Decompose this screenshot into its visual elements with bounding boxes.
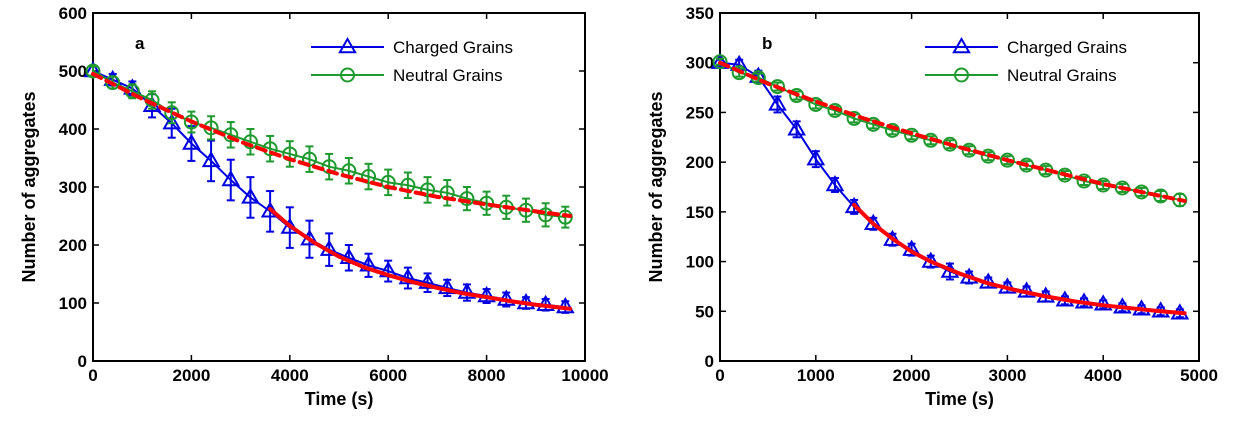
y-tick-label: 300 <box>686 54 714 73</box>
x-tick-label: 2000 <box>893 366 931 385</box>
legend-label: Neutral Grains <box>393 66 503 85</box>
data-point-triangle <box>806 149 826 166</box>
data-point-circle <box>731 65 747 81</box>
data-point-triangle <box>162 113 182 130</box>
legend-marker-circle <box>954 67 969 83</box>
y-tick-label: 200 <box>686 153 714 172</box>
chart-panel-a: 0 2000 4000 6000 8000 10000 0 100 200 300 400 500 60… <box>19 4 609 409</box>
legend: Charged Grains Neutral Grains <box>925 36 1127 85</box>
data-point-circle <box>361 169 377 185</box>
fit-curve-dashed <box>91 71 573 218</box>
x-tick-label: 0 <box>715 366 724 385</box>
y-tick-label: 100 <box>686 253 714 272</box>
data-point-circle <box>769 79 785 95</box>
data-point-triangle <box>844 196 864 214</box>
data-point-triangle <box>536 294 555 311</box>
y-tick-label: 150 <box>686 203 714 222</box>
data-point-circle <box>85 63 101 79</box>
x-tick-label: 4000 <box>1084 366 1122 385</box>
data-point-triangle <box>398 268 418 285</box>
data-point-triangle <box>201 150 221 168</box>
x-tick-label: 5000 <box>1180 366 1218 385</box>
x-tick-label: 10000 <box>561 366 608 385</box>
y-tick-label: 300 <box>59 178 87 197</box>
legend: Charged Grains Neutral Grains <box>311 36 513 85</box>
plot-area-frame <box>92 12 586 362</box>
y-axis-label: Number of aggregates <box>646 91 666 282</box>
y-tick-label: 0 <box>705 352 714 371</box>
panel-label: b <box>762 34 772 53</box>
series-line <box>92 70 566 219</box>
data-point-triangle <box>457 282 477 299</box>
y-tick-label: 200 <box>59 236 87 255</box>
y-tick-label: 250 <box>686 103 714 122</box>
data-point-triangle <box>221 170 241 187</box>
data-point-triangle <box>418 272 437 289</box>
legend-label: Charged Grains <box>393 38 513 57</box>
data-point-triangle <box>768 94 787 111</box>
data-point-circle <box>884 122 900 138</box>
y-tick-label: 0 <box>78 352 87 371</box>
x-tick-label: 6000 <box>369 366 407 385</box>
data-point-circle <box>712 54 728 70</box>
x-axis-label: Time (s) <box>305 389 374 409</box>
data-point-circle <box>183 114 199 130</box>
y-tick-label: 600 <box>59 4 87 23</box>
chart-panel-b: 0 1000 2000 3000 4000 5000 0 50 100 150 200 250 300 3… <box>646 4 1218 409</box>
y-tick-label: 50 <box>695 302 714 321</box>
x-tick-label: 0 <box>88 366 97 385</box>
legend-label: Neutral Grains <box>1007 66 1117 85</box>
data-point-circle <box>942 136 958 152</box>
data-point-triangle <box>555 297 575 314</box>
data-point-triangle <box>437 277 457 295</box>
legend-marker-circle <box>340 67 355 83</box>
series-line <box>92 70 566 309</box>
series-neutral-grains <box>85 63 573 229</box>
data-point-triangle <box>825 175 845 192</box>
y-tick-label: 350 <box>686 4 714 23</box>
plot-area-frame <box>719 12 1200 362</box>
x-tick-label: 1000 <box>797 366 835 385</box>
data-point-triangle <box>241 187 260 204</box>
fit-curve-solid <box>268 207 573 311</box>
legend-marker-triangle <box>952 36 971 54</box>
data-point-triangle <box>182 133 201 150</box>
fit-curve-dashed <box>718 60 1187 203</box>
y-tick-label: 400 <box>59 120 87 139</box>
fit-curve-solid <box>852 202 1187 316</box>
data-point-circle <box>420 182 436 198</box>
data-point-triangle <box>883 229 902 246</box>
legend-marker-triangle <box>338 36 357 54</box>
panel-label: a <box>135 34 145 53</box>
x-tick-label: 2000 <box>172 366 210 385</box>
data-point-triangle <box>339 247 359 264</box>
x-axis-label: Time (s) <box>925 389 994 409</box>
y-tick-label: 500 <box>59 62 87 81</box>
legend-label: Charged Grains <box>1007 38 1127 57</box>
y-tick-label: 100 <box>59 294 87 313</box>
y-axis-label: Number of aggregates <box>19 91 39 282</box>
x-tick-label: 4000 <box>271 366 309 385</box>
x-tick-label: 8000 <box>468 366 506 385</box>
x-tick-label: 3000 <box>988 366 1026 385</box>
data-point-triangle <box>787 119 806 136</box>
data-point-circle <box>164 105 180 121</box>
